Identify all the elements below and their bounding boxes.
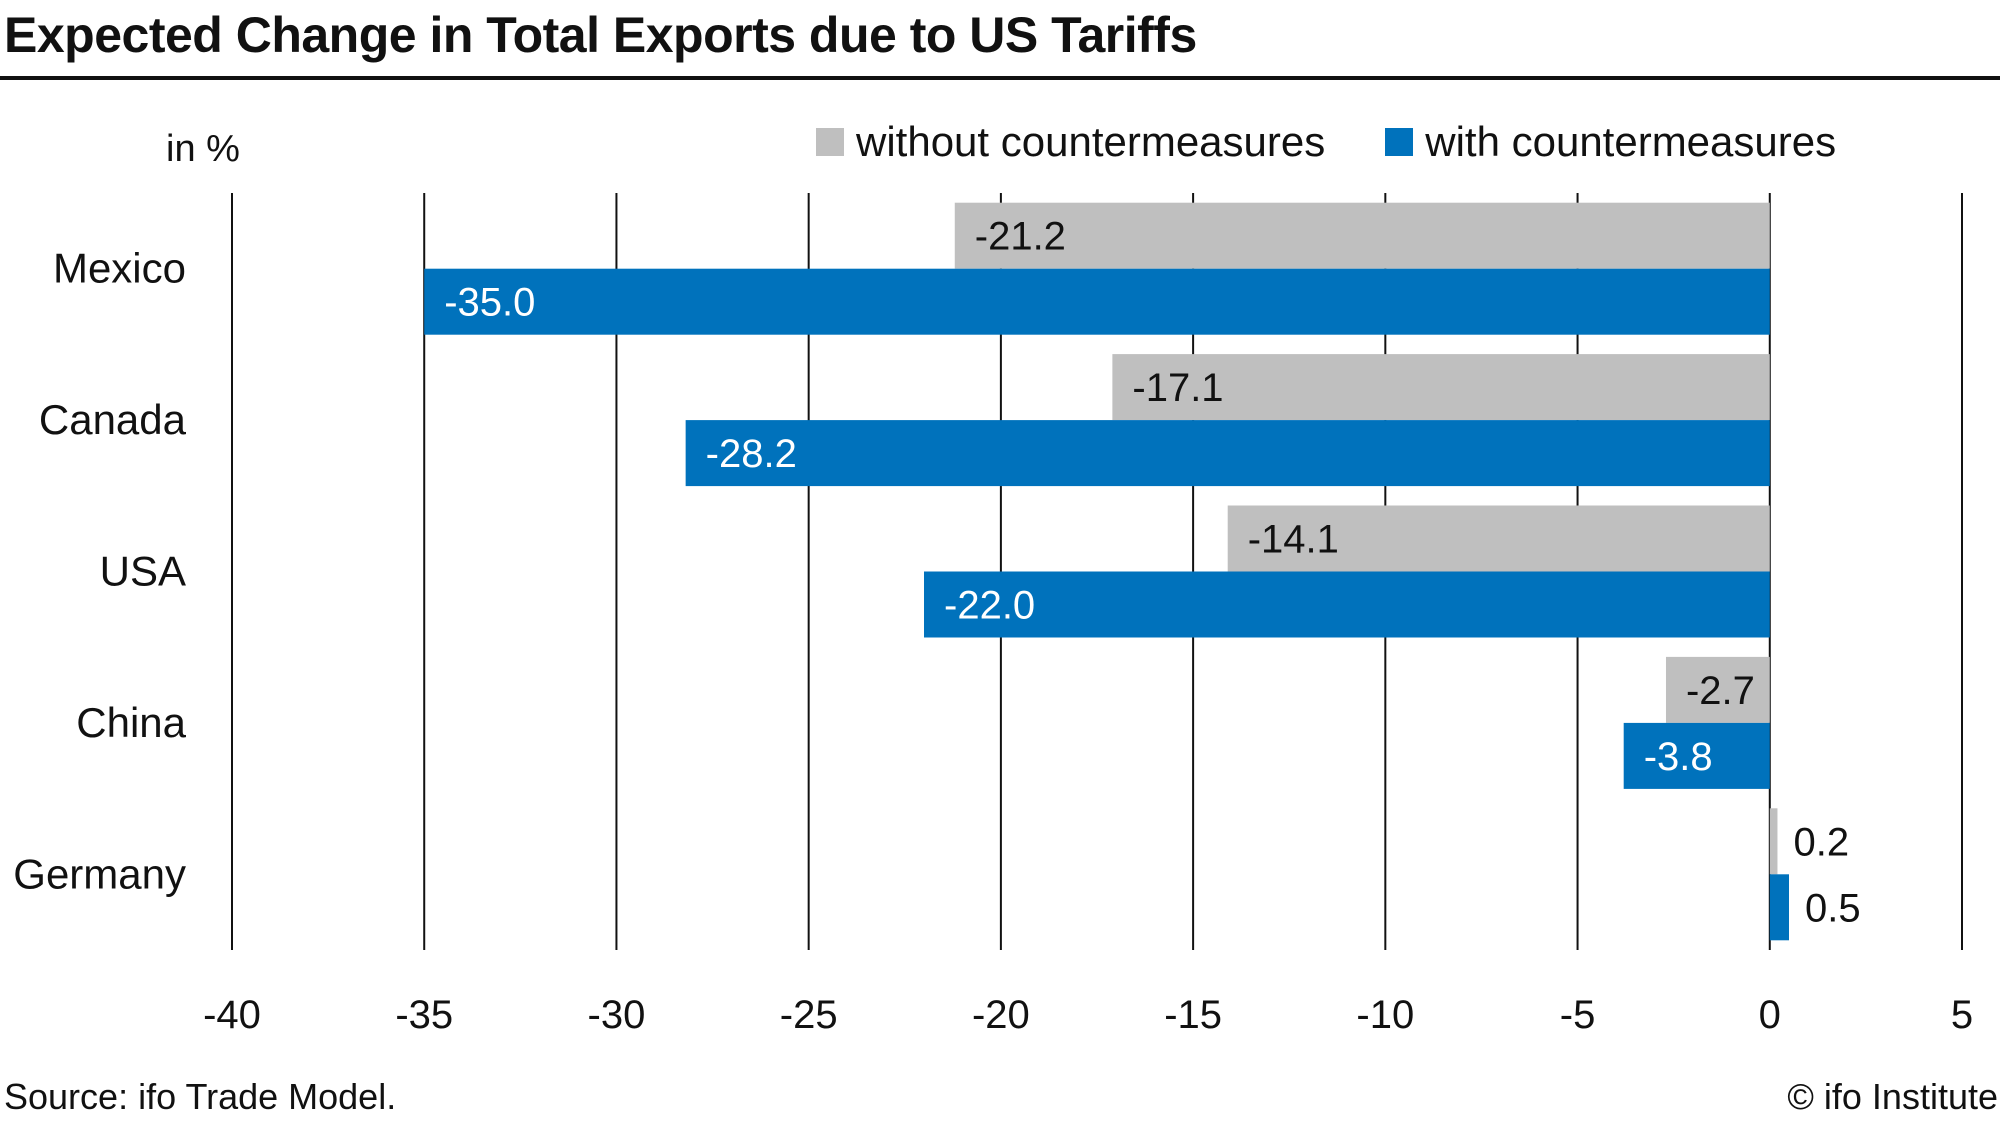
bar-china-with-countermeasures (1623, 722, 1770, 789)
legend-item-without-countermeasures: without countermeasures (816, 118, 1325, 166)
bar-canada-without-countermeasures (1112, 354, 1770, 421)
legend-label-with-countermeasures: with countermeasures (1425, 118, 1837, 165)
x-tick-label-20: -20 (972, 993, 1030, 1037)
bar-usa-with-countermeasures (924, 571, 1770, 638)
x-tick-label-5: 5 (1951, 993, 1973, 1037)
bar-germany-with-countermeasures (1769, 874, 1789, 941)
x-tick-label-10: -10 (1356, 993, 1414, 1037)
x-tick-label-30: -30 (588, 993, 646, 1037)
chart-title: Expected Change in Total Exports due to … (4, 7, 1197, 63)
data-label-usa-with-countermeasures: -22.0 (944, 584, 1035, 628)
bars (424, 202, 1789, 941)
legend-swatch-blue (1385, 128, 1414, 156)
data-label-canada-without-countermeasures: -17.1 (1132, 366, 1223, 410)
category-label-canada: Canada (39, 396, 187, 443)
x-axis-tick-labels: -40 -35 -30 -25 -20 -15 -10 -5 0 5 (203, 993, 1973, 1037)
category-label-usa: USA (100, 548, 186, 595)
category-label-mexico: Mexico (53, 245, 186, 292)
x-tick-label-40: -40 (203, 993, 261, 1037)
legend-item-with-countermeasures: with countermeasures (1385, 118, 1836, 166)
legend-swatch-gray (816, 128, 844, 156)
title-divider (0, 76, 2000, 80)
bar-mexico-with-countermeasures (424, 268, 1770, 335)
category-label-germany: Germany (13, 850, 186, 897)
category-labels: Mexico Canada USA China Germany (13, 245, 186, 898)
x-tick-label-15: -15 (1164, 993, 1222, 1037)
legend-label-without-countermeasures: without countermeasures (856, 118, 1326, 165)
bar-usa-without-countermeasures (1227, 505, 1770, 572)
data-label-china-with-countermeasures: -3.8 (1644, 735, 1713, 779)
data-label-mexico-with-countermeasures: -35.0 (444, 281, 535, 325)
legend: without countermeasures with countermeas… (816, 118, 1836, 166)
data-label-usa-without-countermeasures: -14.1 (1248, 518, 1339, 562)
data-label-mexico-without-countermeasures: -21.2 (975, 215, 1066, 259)
x-tick-label-0: 0 (1759, 993, 1781, 1037)
data-label-china-without-countermeasures: -2.7 (1686, 669, 1755, 713)
x-tick-label-25: -25 (780, 993, 838, 1037)
data-label-germany-without-countermeasures: 0.2 (1793, 820, 1849, 864)
bar-canada-with-countermeasures (685, 420, 1770, 487)
copyright-credit: © ifo Institute (1787, 1076, 1998, 1117)
x-tick-label-5: -5 (1560, 993, 1596, 1037)
data-labels: -21.2 -35.0 -17.1 -28.2 -14.1 -22.0 -2.7 -3.8 0.… (444, 215, 1860, 931)
bar-china-without-countermeasures (1665, 656, 1770, 723)
unit-label: in % (166, 128, 240, 170)
category-label-china: China (76, 699, 186, 746)
source-note: Source: ifo Trade Model. (4, 1076, 397, 1117)
bar-mexico-without-countermeasures (954, 202, 1770, 269)
bar-germany-without-countermeasures (1769, 808, 1778, 875)
x-tick-label-35: -35 (395, 993, 453, 1037)
data-label-canada-with-countermeasures: -28.2 (706, 432, 797, 476)
data-label-germany-with-countermeasures: 0.5 (1805, 886, 1861, 930)
